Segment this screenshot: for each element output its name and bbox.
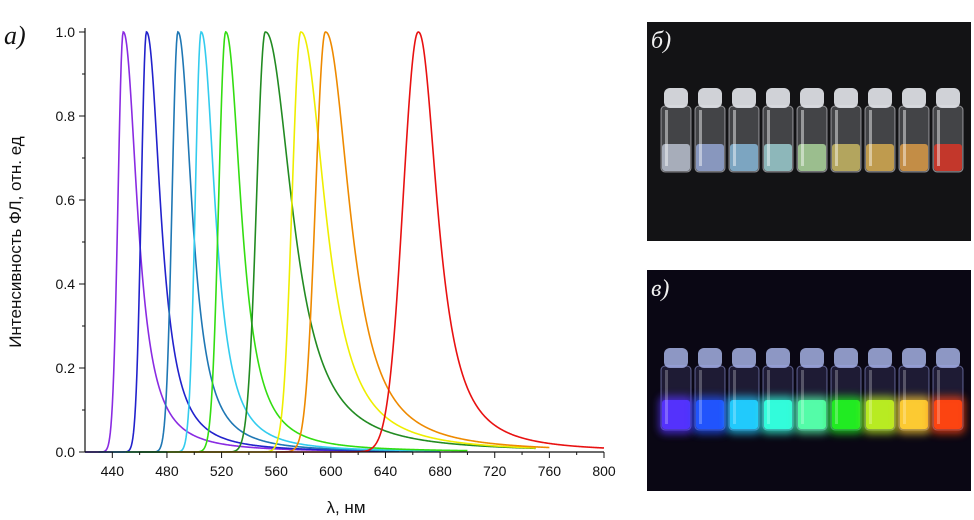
x-tick-label-720: 720 xyxy=(483,463,507,479)
x-tick-label-760: 760 xyxy=(538,463,562,479)
vial-4 xyxy=(761,348,795,434)
y-axis-label: Интенсивность ФЛ, отн. ед xyxy=(6,136,25,348)
vial-6 xyxy=(830,88,862,173)
vial-5 xyxy=(796,88,828,173)
plot-area: 440 480 520 560 600 640 680 720 760 800 0.0 0.2 0.4 0… xyxy=(56,24,616,479)
spectrum-line-1 xyxy=(85,30,386,453)
spectrum-line-9 xyxy=(276,31,605,453)
vial-2 xyxy=(693,348,727,434)
y-tick-label-3: 0.6 xyxy=(56,192,76,208)
panel-label: в) xyxy=(651,276,669,302)
y-tick-label-5: 1.0 xyxy=(56,24,76,40)
y-tick-label-1: 0.2 xyxy=(56,360,76,376)
x-axis-label: λ, нм xyxy=(326,498,365,517)
vial-5 xyxy=(795,348,829,434)
x-tick-label-560: 560 xyxy=(265,463,289,479)
y-tick-label-2: 0.4 xyxy=(56,276,76,292)
spectrum-line-4 xyxy=(112,30,441,453)
spectrum-line-8 xyxy=(180,31,550,453)
x-tick-label-680: 680 xyxy=(428,463,452,479)
vial-4 xyxy=(762,88,794,173)
vial-3 xyxy=(728,88,760,173)
vial-9 xyxy=(931,348,965,434)
x-tick-label-640: 640 xyxy=(374,463,398,479)
vial-8 xyxy=(897,348,931,434)
photo-vials-uv: в) xyxy=(647,270,971,491)
y-tick-label-4: 0.8 xyxy=(56,108,76,124)
spectrum-line-2 xyxy=(85,30,400,453)
x-tick-label-520: 520 xyxy=(210,463,234,479)
vial-6 xyxy=(829,348,863,434)
panel-label-a: а) xyxy=(4,21,26,50)
photo-vials-daylight: б) xyxy=(647,22,971,241)
vial-1 xyxy=(660,88,692,173)
panel-label: б) xyxy=(651,28,671,54)
x-tick-label-440: 440 xyxy=(101,463,125,479)
vial-7 xyxy=(863,348,897,434)
vial-1 xyxy=(659,348,693,434)
vial-2 xyxy=(694,88,726,173)
vial-3 xyxy=(727,348,761,434)
x-tick-label-480: 480 xyxy=(155,463,179,479)
vial-8 xyxy=(898,88,930,173)
emission-spectra-chart: а) 440 480 520 560 600 640 680 720 760 800 0.0 0.2 0… xyxy=(4,21,616,517)
vial-7 xyxy=(864,88,896,173)
y-tick-label-0: 0.0 xyxy=(56,444,76,460)
x-tick-label-800: 800 xyxy=(592,463,616,479)
x-tick-label-600: 600 xyxy=(319,463,343,479)
vial-9 xyxy=(932,88,964,173)
